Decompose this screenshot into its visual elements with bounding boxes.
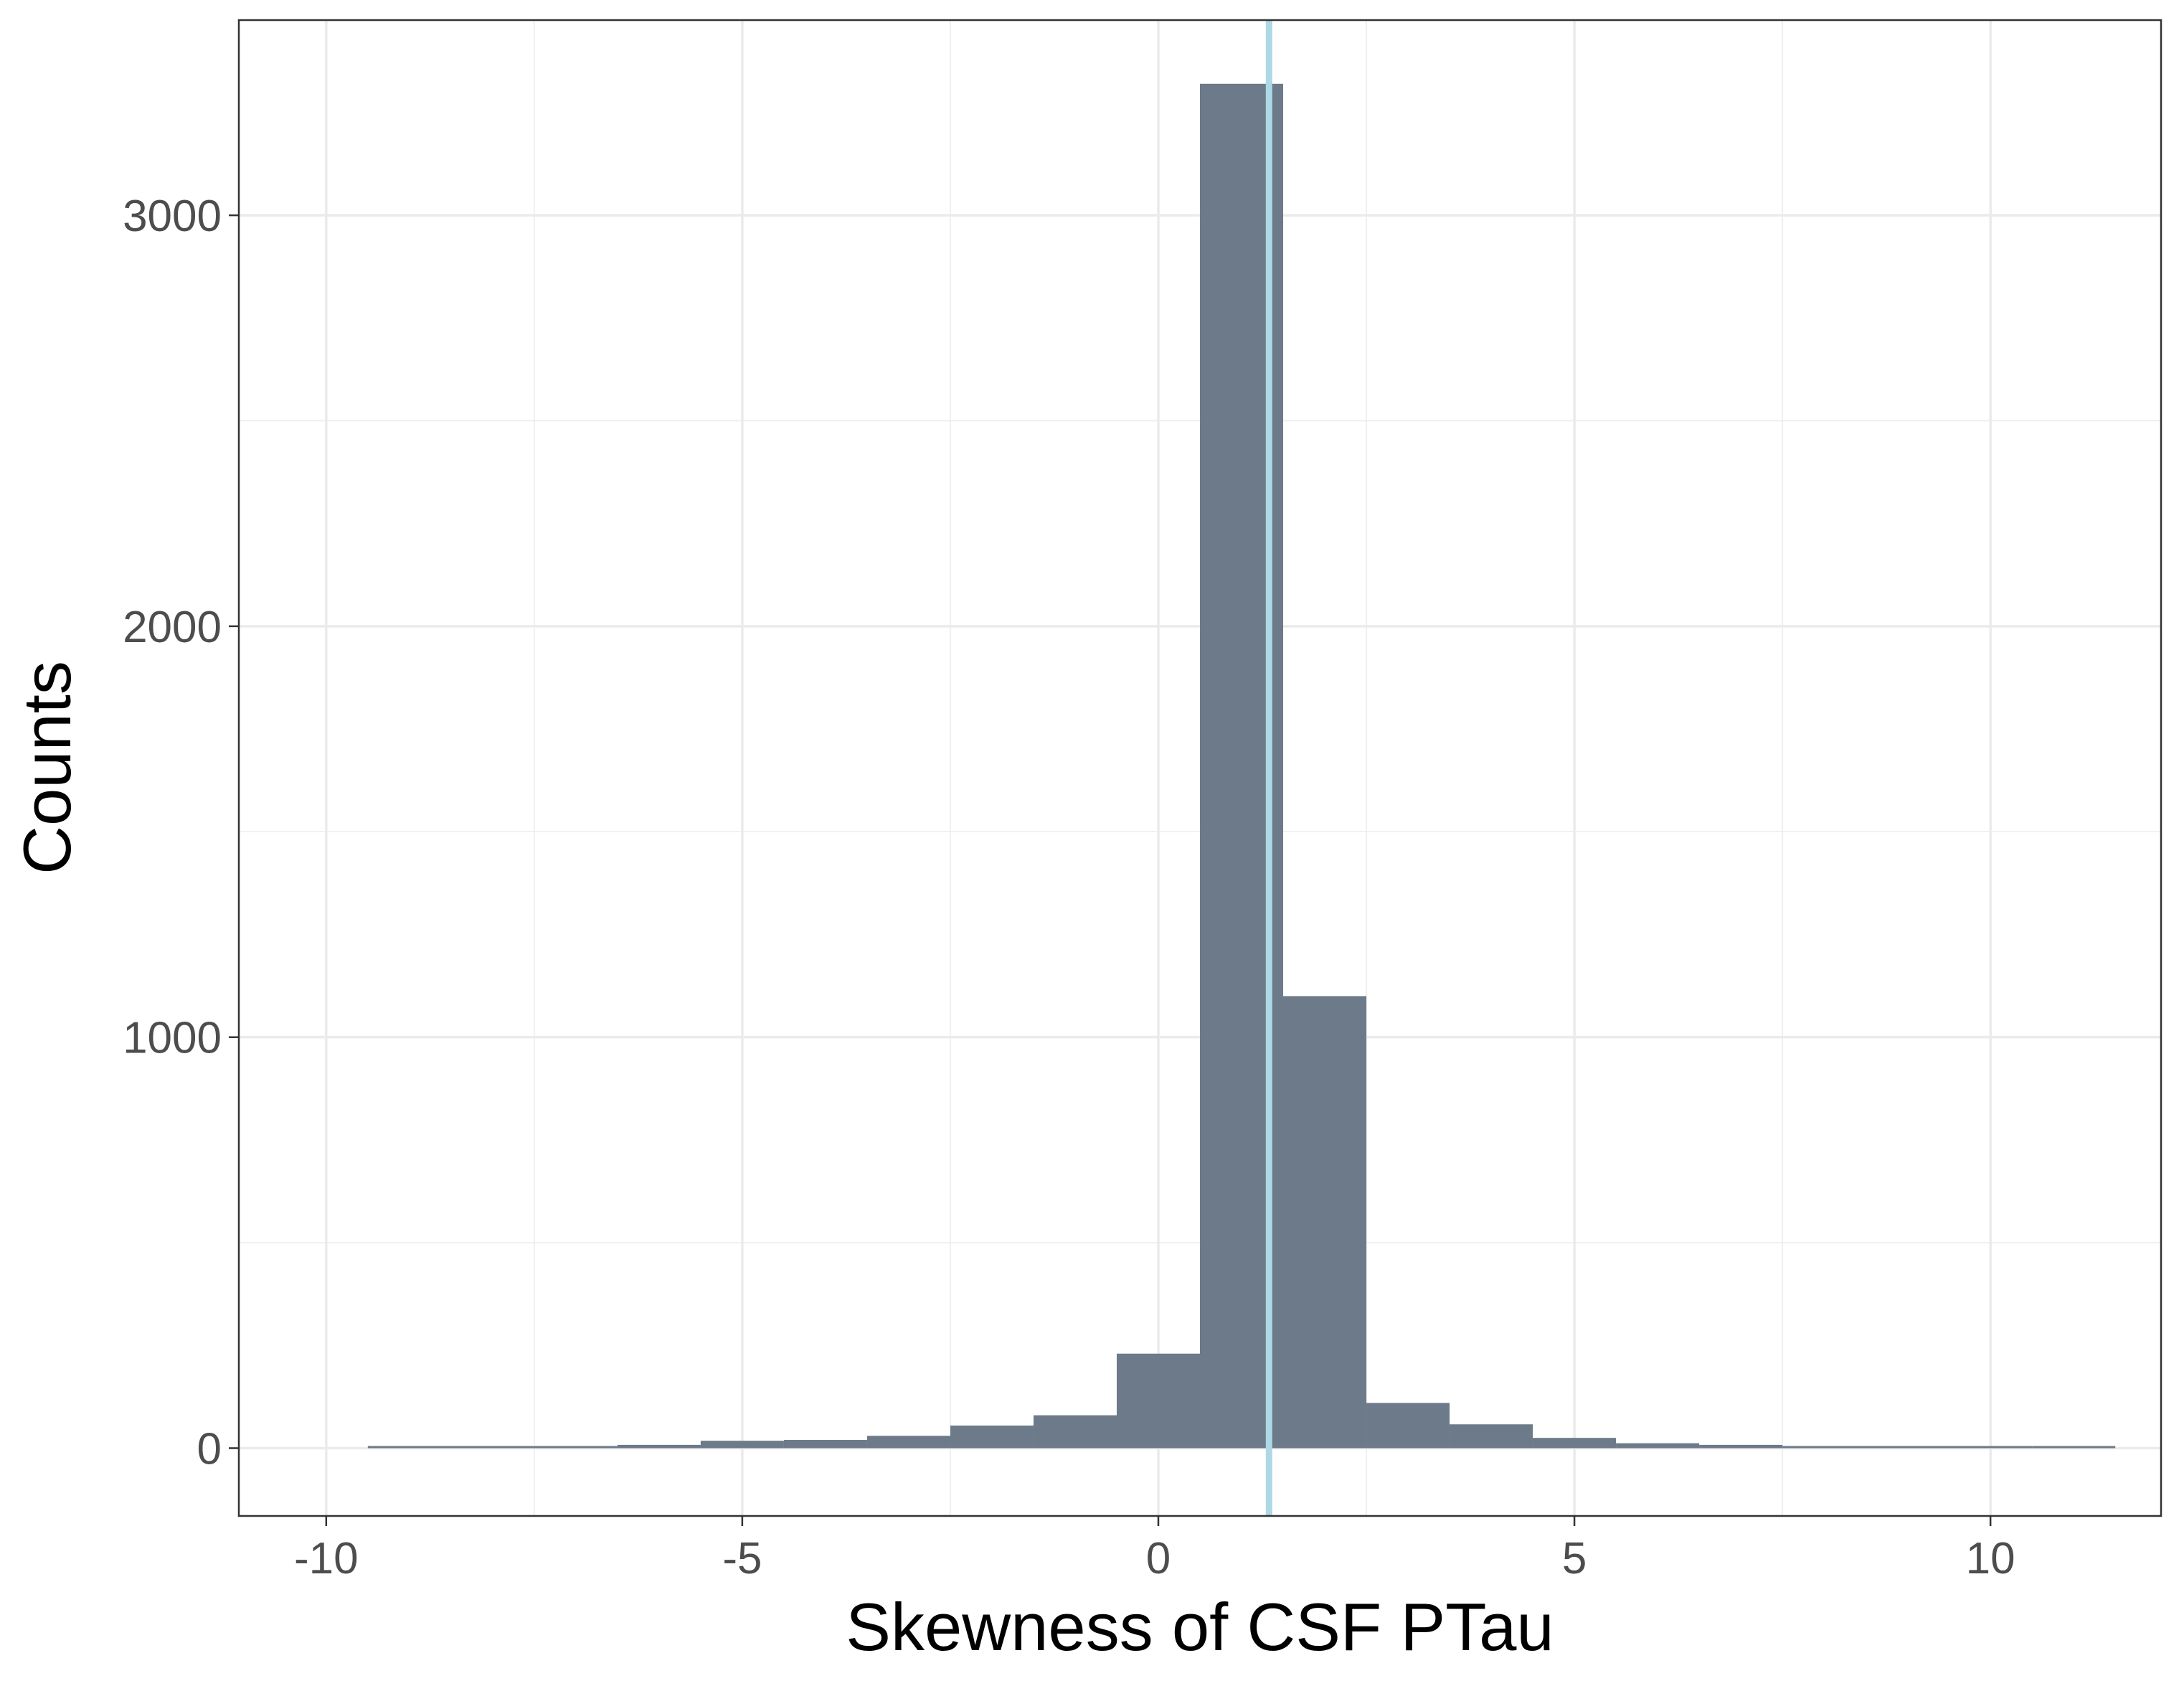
histogram-bar (1533, 1438, 1617, 1449)
x-tick-label: -10 (294, 1534, 359, 1583)
x-tick-label: 5 (1562, 1534, 1587, 1583)
y-tick-label: 1000 (123, 1014, 222, 1063)
histogram-bar (1699, 1444, 1783, 1449)
histogram-bar (1866, 1446, 1949, 1449)
y-tick-label: 0 (197, 1424, 222, 1474)
histogram-bar (1616, 1443, 1700, 1449)
x-axis-title: Skewness of CSF PTau (846, 1589, 1554, 1664)
y-tick-label: 2000 (123, 603, 222, 652)
x-tick-label: -5 (722, 1534, 762, 1583)
histogram-bar (617, 1444, 701, 1449)
histogram-bar (1949, 1446, 2033, 1449)
histogram-bar (783, 1440, 867, 1449)
histogram-bar (1366, 1403, 1450, 1449)
histogram-bar (1116, 1353, 1200, 1449)
y-tick-label: 3000 (123, 192, 222, 241)
histogram-bar (1033, 1415, 1117, 1449)
histogram-bar (1283, 996, 1367, 1449)
panel-border (237, 19, 2162, 1517)
histogram-bar (700, 1441, 784, 1449)
x-tick-label: 0 (1146, 1534, 1171, 1583)
histogram-bar (534, 1446, 618, 1449)
x-tick-label: 10 (1966, 1534, 2015, 1583)
histogram-bar (1782, 1446, 1866, 1449)
histogram-bar (2032, 1446, 2116, 1449)
histogram-bar (450, 1446, 534, 1449)
histogram-bar (367, 1446, 451, 1449)
histogram-bar (950, 1425, 1034, 1449)
histogram-bar (866, 1436, 950, 1449)
histogram-bar (1450, 1424, 1533, 1449)
y-axis-title: Counts (9, 661, 85, 875)
